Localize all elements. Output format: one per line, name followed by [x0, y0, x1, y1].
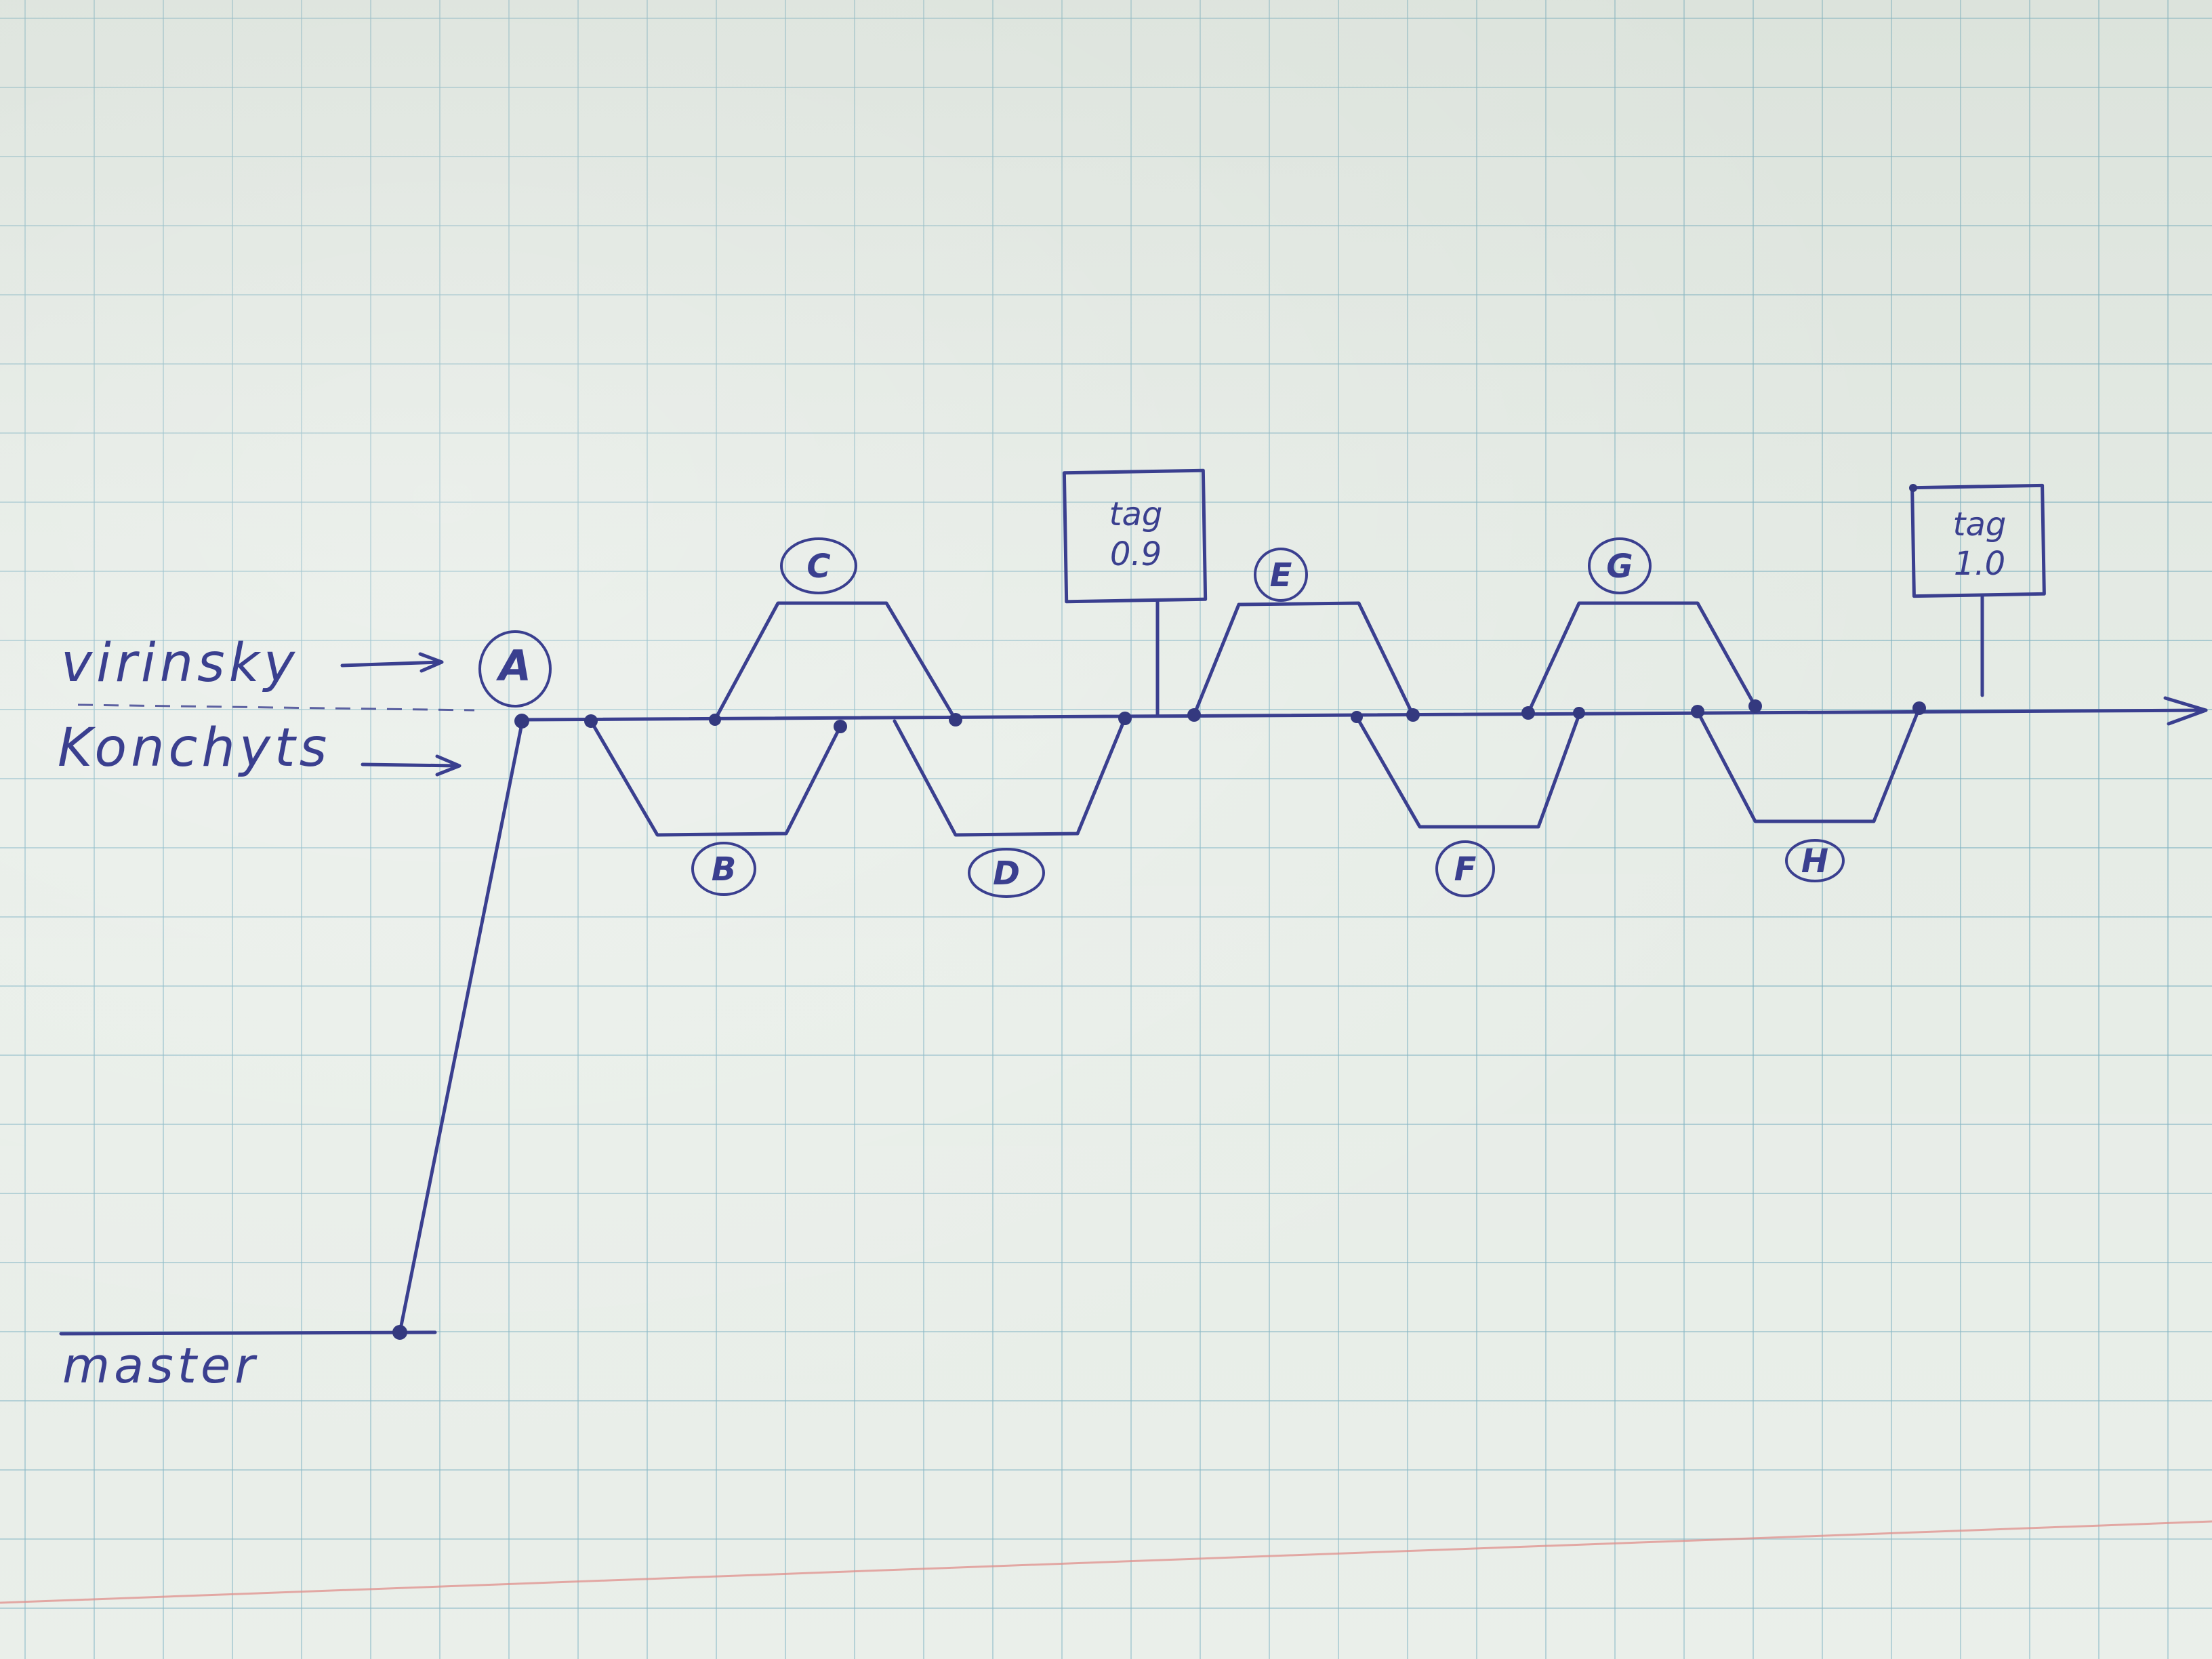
commit-h-branch — [1696, 706, 1921, 823]
konchyts-arrowhead — [435, 754, 462, 777]
konchyts-arrow-line — [361, 762, 459, 768]
commit-dot — [1748, 699, 1762, 713]
commit-dot — [514, 714, 529, 729]
branch-label-master: master — [62, 1337, 259, 1394]
virinsky-arrow-line — [340, 660, 443, 668]
commit-a-circle — [478, 630, 552, 708]
dashed-guide — [77, 703, 475, 712]
commit-d-circle — [968, 848, 1045, 898]
commit-e-branch — [1192, 601, 1415, 717]
tag-0-9-line1: tag — [1109, 495, 1163, 533]
commit-dot — [1573, 707, 1585, 719]
branch-from-master — [398, 722, 524, 1334]
commit-d-branch — [893, 716, 1127, 837]
commit-b-label: B — [712, 851, 737, 888]
commit-dot — [709, 714, 721, 726]
commit-dot — [834, 720, 847, 733]
branch-label-virinsky: virinsky — [61, 633, 299, 694]
commit-f-label: F — [1454, 851, 1477, 888]
commit-dot — [1691, 705, 1704, 718]
tag-1-0-line1: tag — [1953, 506, 2007, 544]
commit-c-label: C — [806, 548, 830, 586]
commit-e-circle — [1254, 548, 1308, 602]
commit-dot — [392, 1325, 407, 1340]
commit-dot — [1909, 484, 1917, 492]
commit-b-branch — [589, 719, 842, 837]
commit-g-branch — [1526, 601, 1757, 715]
commit-b-circle — [691, 842, 756, 896]
commit-h-label: H — [1801, 842, 1828, 880]
commit-g-label: G — [1606, 548, 1633, 586]
main-timeline — [520, 708, 2208, 722]
commit-e-label: E — [1270, 556, 1292, 594]
commit-a-label: A — [495, 641, 531, 691]
commit-dot — [1118, 712, 1132, 725]
commit-dot — [1351, 711, 1363, 723]
commit-dots — [392, 484, 1926, 1340]
commit-dot — [949, 713, 962, 726]
tag-1-0-line2: 1.0 — [1954, 545, 2005, 583]
margin-line — [0, 1520, 2212, 1604]
commit-c-circle — [780, 537, 857, 594]
commit-dot — [1912, 701, 1926, 715]
commit-d-label: D — [993, 855, 1020, 893]
commit-h-circle — [1785, 839, 1845, 882]
tag-1-0-box — [1910, 483, 2046, 598]
commit-dot — [1406, 708, 1420, 722]
virinsky-arrowhead — [418, 652, 444, 673]
commit-c-branch — [713, 601, 958, 722]
timeline-arrowhead — [2163, 696, 2208, 726]
commit-dot — [584, 714, 598, 728]
branch-label-konchyts: Konchyts — [58, 718, 331, 779]
tag-0-9-line2: 0.9 — [1110, 535, 1162, 573]
master-branch-line — [59, 1330, 437, 1336]
commit-g-circle — [1588, 537, 1652, 594]
tag-0-9-box — [1062, 468, 1208, 604]
commit-dot — [1521, 706, 1535, 720]
commit-f-circle — [1435, 840, 1495, 897]
commit-f-branch — [1355, 713, 1581, 829]
commit-dot — [1187, 708, 1201, 722]
